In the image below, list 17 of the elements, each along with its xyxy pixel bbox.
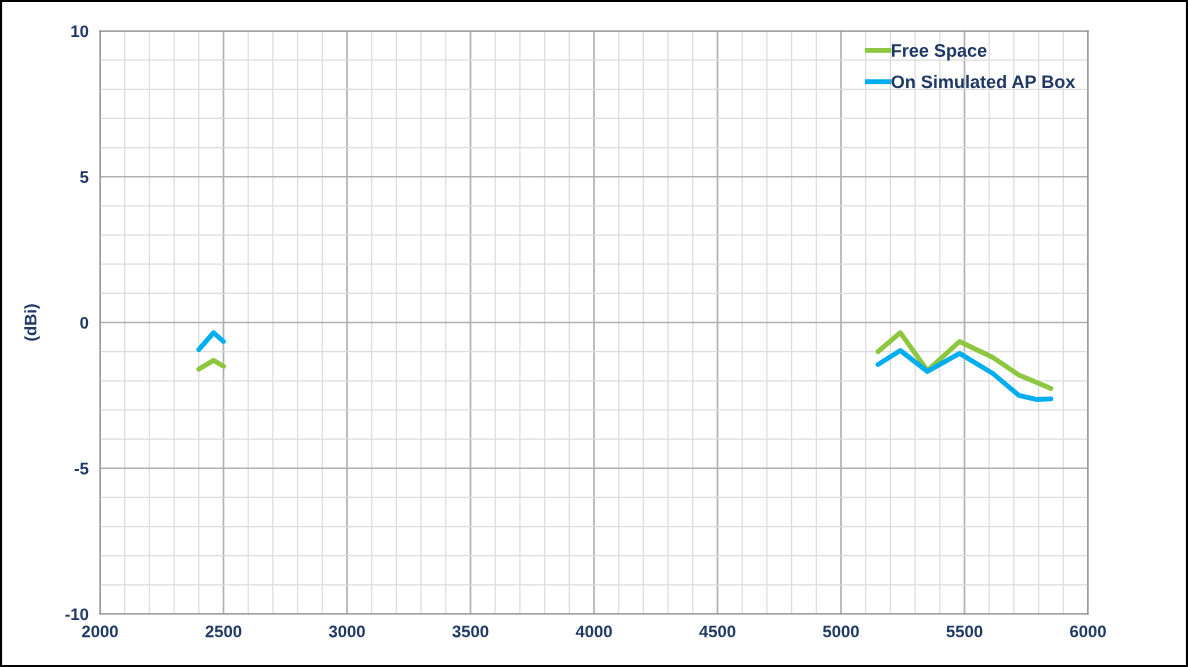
x-tick-label: 3000: [328, 625, 365, 638]
x-tick-label: 2000: [82, 625, 118, 638]
y-tick-label: 5: [80, 171, 89, 183]
y-tick-label: -5: [74, 462, 89, 475]
legend-label: On Simulated AP Box: [891, 74, 1076, 89]
x-tick-label: 6000: [1070, 625, 1106, 638]
y-tick-label: 0: [80, 316, 89, 329]
x-tick-label: 4000: [575, 625, 612, 638]
x-tick-label: 4500: [699, 625, 736, 638]
legend-label: Free Space: [891, 44, 987, 61]
y-tick-label: 10: [71, 25, 89, 38]
x-tick-label: 5000: [822, 625, 859, 638]
x-tick-label: 2500: [205, 625, 242, 638]
y-tick-label: -10: [65, 608, 89, 621]
y-axis-title: (dBi): [24, 304, 40, 341]
x-tick-label: 3500: [452, 625, 489, 638]
x-tick-label: 5500: [946, 625, 983, 638]
